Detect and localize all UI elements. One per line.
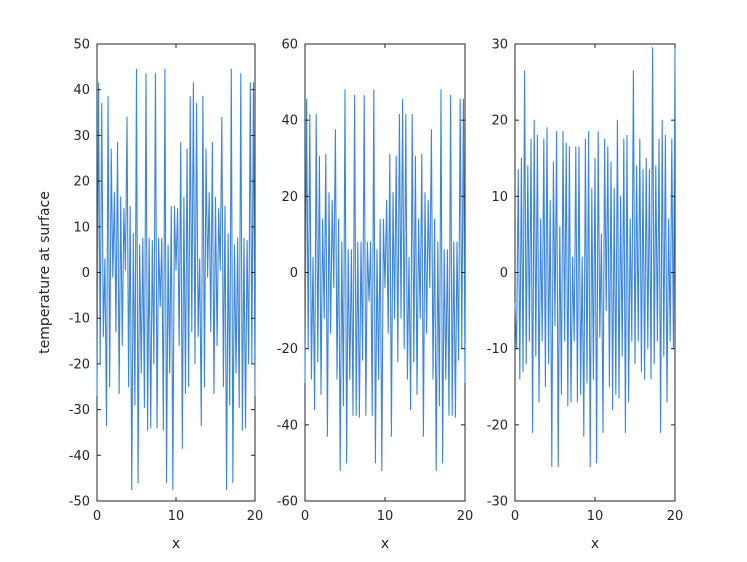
y-tick-label: -40 (69, 449, 90, 464)
y-tick-label: 30 (491, 38, 508, 53)
y-tick-label: 20 (73, 175, 90, 190)
y-tick-label: -10 (487, 342, 508, 357)
y-tick-label: 20 (281, 190, 298, 205)
x-tick-label: 10 (587, 509, 604, 524)
y-tick-label: 40 (281, 114, 298, 129)
y-tick-label: -30 (487, 495, 508, 510)
x-tick-label: 20 (457, 509, 474, 524)
y-tick-label: 0 (500, 266, 508, 281)
y-tick-label: 10 (73, 220, 90, 235)
subplot-3: -30 -20 -10 0 10 20 30 0 10 20 x (487, 38, 684, 553)
y-tick-label: -30 (69, 403, 90, 418)
series-line (514, 47, 676, 468)
y-tick-label: -20 (277, 342, 298, 357)
x-tick-label: 0 (301, 509, 309, 524)
x-axis-label: x (381, 536, 389, 552)
y-tick-label: -20 (487, 418, 508, 433)
y-tick-label: 0 (290, 266, 298, 281)
subplot-2: -60 -40 -20 0 20 40 60 0 10 20 x (277, 38, 474, 553)
y-tick-label: 30 (73, 129, 90, 144)
x-tick-label: 0 (511, 509, 519, 524)
y-tick-label: 40 (73, 83, 90, 98)
x-tick-label: 10 (377, 509, 394, 524)
y-tick-label: 20 (491, 114, 508, 129)
x-axis-label: x (591, 536, 599, 552)
y-tick-label: -20 (69, 357, 90, 372)
y-tick-label: -40 (277, 418, 298, 433)
y-tick-label: 60 (281, 38, 298, 53)
x-tick-label: 10 (168, 509, 185, 524)
y-tick-label: -50 (69, 495, 90, 510)
series-line (96, 68, 256, 491)
y-tick-label: 50 (73, 38, 90, 53)
x-axis-label: x (172, 536, 180, 552)
y-axis-label: temperature at surface (37, 191, 53, 354)
subplot-1: -50 -40 -30 -20 -10 0 10 20 30 40 50 0 10 20 x temperat… (37, 38, 263, 553)
y-tick-label: 0 (82, 266, 90, 281)
series-line (304, 89, 466, 472)
x-tick-label: 20 (247, 509, 264, 524)
y-tick-label: -60 (277, 495, 298, 510)
y-tick-label: 10 (491, 190, 508, 205)
y-tick-label: -10 (69, 312, 90, 327)
x-tick-label: 0 (93, 509, 101, 524)
x-tick-label: 20 (667, 509, 684, 524)
